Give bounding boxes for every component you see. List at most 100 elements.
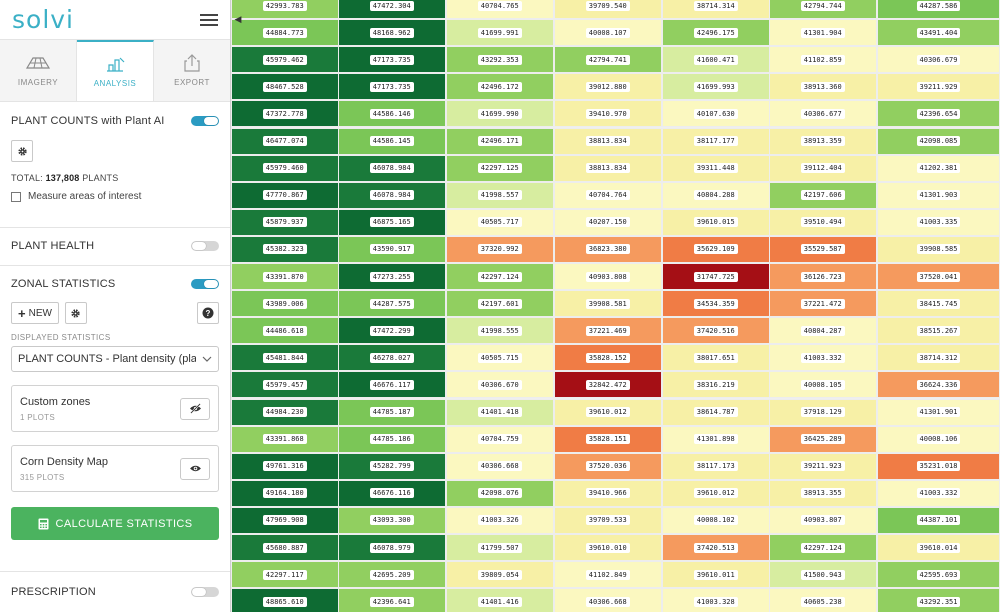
- zone-card-corn-density[interactable]: Corn Density Map 315 PLOTS: [11, 445, 219, 492]
- plot-cell[interactable]: 47472.299: [338, 317, 446, 345]
- plot-cell[interactable]: 47969.908: [231, 506, 339, 534]
- plot-cell[interactable]: 45481.844: [231, 344, 339, 372]
- plot-cell[interactable]: 39112.404: [769, 154, 877, 182]
- plot-cell[interactable]: 41003.328: [662, 588, 770, 612]
- plot-cell[interactable]: 45879.937: [231, 208, 339, 236]
- plot-cell[interactable]: 41301.903: [877, 181, 1000, 209]
- plot-cell[interactable]: 36624.336: [877, 371, 1000, 399]
- plot-cell[interactable]: 37520.036: [554, 452, 662, 480]
- collapse-sidebar-icon[interactable]: ◀: [234, 13, 242, 24]
- plot-cell[interactable]: 35629.109: [662, 235, 770, 263]
- plot-cell[interactable]: 40605.238: [769, 588, 877, 612]
- plot-cell[interactable]: 44287.586: [877, 0, 1000, 20]
- zone-card-custom[interactable]: Custom zones 1 PLOTS: [11, 385, 219, 432]
- plot-cell[interactable]: 46676.117: [338, 371, 446, 399]
- plot-cell[interactable]: 41401.416: [446, 588, 554, 612]
- plot-cell[interactable]: 42794.741: [554, 46, 662, 74]
- plot-cell[interactable]: 47273.255: [338, 263, 446, 291]
- plot-cell[interactable]: 42695.209: [338, 561, 446, 589]
- plot-cell[interactable]: 49761.316: [231, 452, 339, 480]
- plot-cell[interactable]: 40804.288: [662, 181, 770, 209]
- plot-cell[interactable]: 46078.984: [338, 154, 446, 182]
- plot-cell[interactable]: 42993.783: [231, 0, 339, 20]
- plot-cell[interactable]: 40008.107: [554, 19, 662, 47]
- plot-cell[interactable]: 42098.085: [877, 127, 1000, 155]
- plot-cell[interactable]: 35828.152: [554, 344, 662, 372]
- plot-cell[interactable]: 36425.289: [769, 425, 877, 453]
- plot-cell[interactable]: 41301.898: [662, 425, 770, 453]
- plot-cell[interactable]: 43292.353: [446, 46, 554, 74]
- plot-cell[interactable]: 38117.173: [662, 452, 770, 480]
- plot-cell[interactable]: 37221.469: [554, 317, 662, 345]
- displayed-statistics-select[interactable]: PLANT COUNTS - Plant density (plan: [11, 346, 219, 372]
- plot-cell[interactable]: 38316.219: [662, 371, 770, 399]
- plot-cell[interactable]: 41003.326: [446, 506, 554, 534]
- plant-counts-settings-button[interactable]: [11, 140, 33, 162]
- plot-cell[interactable]: 41699.991: [446, 19, 554, 47]
- measure-areas-checkbox[interactable]: [11, 191, 21, 202]
- calculate-statistics-button[interactable]: CALCULATE STATISTICS: [11, 507, 219, 540]
- plot-cell[interactable]: 48865.610: [231, 588, 339, 612]
- plot-cell[interactable]: 41401.418: [446, 398, 554, 426]
- plot-cell[interactable]: 39809.054: [446, 561, 554, 589]
- plot-cell[interactable]: 40306.668: [446, 452, 554, 480]
- plot-cell[interactable]: 41003.332: [877, 479, 1000, 507]
- zonal-statistics-toggle[interactable]: [191, 279, 219, 289]
- plot-cell[interactable]: 45979.462: [231, 46, 339, 74]
- plot-cell[interactable]: 44984.230: [231, 398, 339, 426]
- plot-cell[interactable]: 38913.360: [769, 73, 877, 101]
- plot-cell[interactable]: 32842.472: [554, 371, 662, 399]
- plot-cell[interactable]: 39709.533: [554, 506, 662, 534]
- plot-cell[interactable]: 44586.145: [338, 127, 446, 155]
- plot-cell[interactable]: 39709.540: [554, 0, 662, 20]
- plot-cell[interactable]: 42197.601: [446, 290, 554, 318]
- plot-cell[interactable]: 43989.006: [231, 290, 339, 318]
- plot-cell[interactable]: 41998.557: [446, 181, 554, 209]
- prescription-toggle[interactable]: [191, 587, 219, 597]
- plot-cell[interactable]: 38415.745: [877, 290, 1000, 318]
- new-zone-button[interactable]: + NEW: [11, 302, 59, 324]
- plot-cell[interactable]: 40306.668: [554, 588, 662, 612]
- plot-cell[interactable]: 41202.381: [877, 154, 1000, 182]
- plot-cell[interactable]: 39610.014: [877, 534, 1000, 562]
- plot-cell[interactable]: 45979.460: [231, 154, 339, 182]
- tab-export[interactable]: EXPORT: [154, 40, 230, 101]
- plot-cell[interactable]: 40306.670: [446, 371, 554, 399]
- zone-visibility-button[interactable]: [180, 397, 210, 420]
- plot-cell[interactable]: 46676.116: [338, 479, 446, 507]
- plot-cell[interactable]: 44486.618: [231, 317, 339, 345]
- plot-cell[interactable]: 38714.312: [877, 344, 1000, 372]
- plot-cell[interactable]: 44785.186: [338, 425, 446, 453]
- plot-cell[interactable]: 43391.868: [231, 425, 339, 453]
- plot-cell[interactable]: 42496.175: [662, 19, 770, 47]
- plot-cell[interactable]: 40008.105: [769, 371, 877, 399]
- plot-cell[interactable]: 46078.979: [338, 534, 446, 562]
- plot-cell[interactable]: 44884.773: [231, 19, 339, 47]
- plot-cell[interactable]: 40505.715: [446, 344, 554, 372]
- plot-cell[interactable]: 40505.717: [446, 208, 554, 236]
- plot-cell[interactable]: 37918.129: [769, 398, 877, 426]
- plot-cell[interactable]: 40903.808: [554, 263, 662, 291]
- plot-cell[interactable]: 45282.799: [338, 452, 446, 480]
- plot-cell[interactable]: 42595.693: [877, 561, 1000, 589]
- plot-cell[interactable]: 40107.630: [662, 100, 770, 128]
- plot-cell[interactable]: 48467.528: [231, 73, 339, 101]
- plot-cell[interactable]: 43093.300: [338, 506, 446, 534]
- plot-cell[interactable]: 39610.015: [662, 208, 770, 236]
- plot-cell[interactable]: 41699.990: [446, 100, 554, 128]
- zone-visibility-button[interactable]: [180, 457, 210, 480]
- plot-cell[interactable]: 41799.507: [446, 534, 554, 562]
- plot-cell[interactable]: 40704.759: [446, 425, 554, 453]
- plot-cell[interactable]: 42098.076: [446, 479, 554, 507]
- plot-cell[interactable]: 44387.101: [877, 506, 1000, 534]
- plot-cell[interactable]: 39311.448: [662, 154, 770, 182]
- plot-cell[interactable]: 42297.125: [446, 154, 554, 182]
- plot-cell[interactable]: 38017.651: [662, 344, 770, 372]
- plot-cell[interactable]: 39211.923: [769, 452, 877, 480]
- plot-cell[interactable]: 38913.355: [769, 479, 877, 507]
- plot-cell[interactable]: 42496.171: [446, 127, 554, 155]
- plot-cell[interactable]: 40704.764: [554, 181, 662, 209]
- plot-cell[interactable]: 42297.117: [231, 561, 339, 589]
- plot-cell[interactable]: 39410.970: [554, 100, 662, 128]
- plot-cell[interactable]: 37520.041: [877, 263, 1000, 291]
